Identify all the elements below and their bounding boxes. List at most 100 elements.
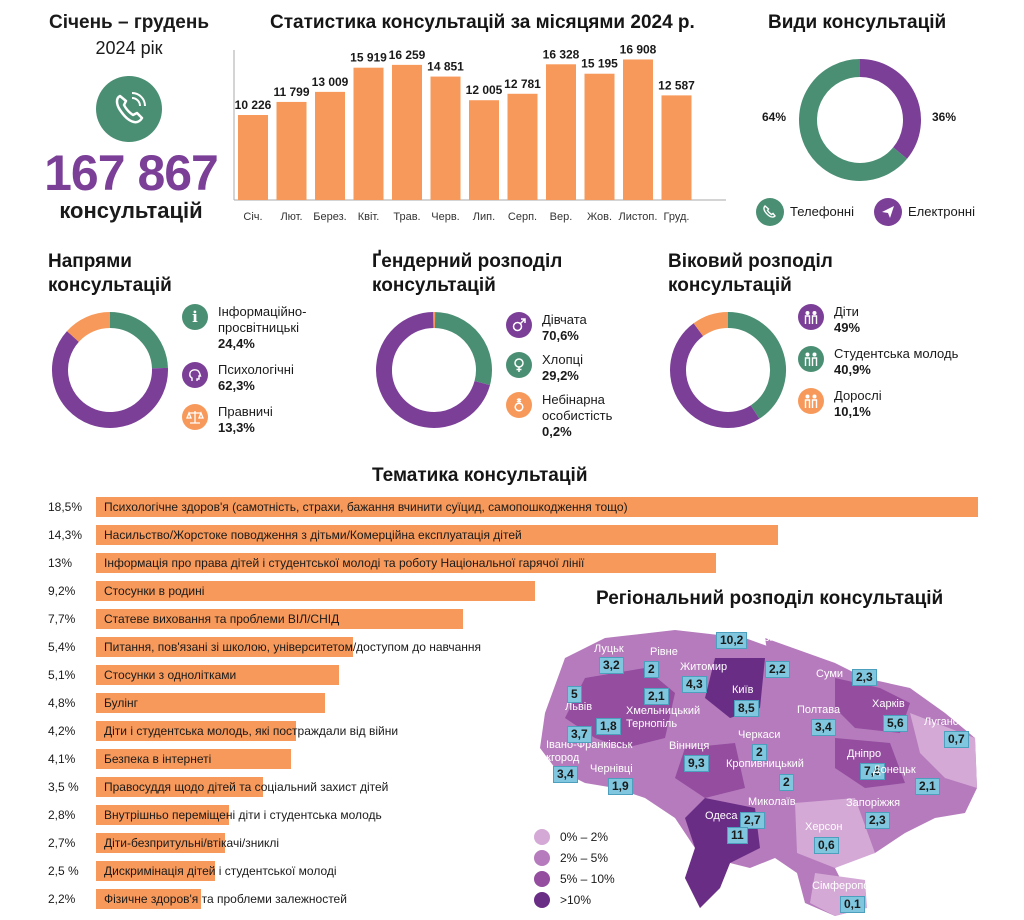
directions-title-line2: консультацій	[48, 275, 172, 296]
directions-legend: i Інформаційно- просвітницькі 24,4% Псих…	[182, 304, 352, 436]
monthly-category-label: Жов.	[587, 211, 612, 223]
topic-label: Стосунки в родині	[104, 584, 205, 598]
topic-percent: 2,2%	[48, 892, 76, 906]
topic-bar	[96, 581, 535, 601]
topic-label: Булінг	[104, 696, 139, 710]
monthly-value-label: 15 195	[581, 57, 618, 71]
topic-bar	[96, 693, 325, 713]
monthly-bar	[430, 76, 461, 200]
topic-bar	[96, 525, 778, 545]
monthly-category-label: Вер.	[550, 211, 573, 223]
topic-row: 18,5% Психологічне здоров'я (самотність, …	[0, 496, 1000, 518]
monthly-bar	[276, 101, 307, 200]
gender-legend-girls-text: Дівчата 70,6%	[542, 312, 587, 344]
topic-bar	[96, 609, 464, 629]
topic-bar	[96, 721, 297, 741]
monthly-value-label: 12 781	[504, 77, 541, 91]
types-slice	[799, 59, 907, 181]
monthly-category-label: Берез.	[313, 211, 346, 223]
types-donut-chart	[799, 59, 921, 181]
monthly-category-label: Серп.	[508, 211, 537, 223]
topic-label: Інформація про права дітей і студентсько…	[104, 556, 585, 570]
age-legend-students: Студентська молодь 40,9%	[798, 346, 998, 378]
age-slice	[693, 312, 729, 337]
topic-row: 4,8% Булінг	[0, 692, 1000, 714]
male-symbol-icon	[506, 312, 532, 338]
topic-row: 4,2% Діти і студентська молодь, які постр…	[0, 720, 1000, 742]
directions-legend-legal-value: 13,3%	[218, 420, 255, 435]
topic-label: Статеве виховання та проблеми ВІЛ/СНІД	[104, 612, 340, 626]
topic-label: Психологічне здоров'я (самотність, страх…	[104, 500, 628, 514]
topic-percent: 4,8%	[48, 696, 76, 710]
topic-percent: 4,2%	[48, 724, 76, 738]
topic-percent: 4,1%	[48, 752, 76, 766]
types-title: Види консультацій	[768, 12, 947, 33]
gender-legend-nonbinary-value: 0,2%	[542, 424, 572, 439]
topic-percent: 7,7%	[48, 612, 76, 626]
types-legend-phone-label: Телефонні	[790, 204, 854, 219]
types-legend-online-label: Електронні	[908, 204, 975, 219]
monthly-bar	[661, 95, 692, 200]
monthly-value-label: 11 799	[273, 85, 309, 99]
children-icon	[798, 304, 824, 330]
topics-title: Тематика консультацій	[372, 465, 588, 486]
topic-percent: 2,5 %	[48, 864, 79, 878]
directions-legend-psych: Психологічні 62,3%	[182, 362, 352, 394]
gender-legend-nonbinary-text: Небінарна особистість 0,2%	[542, 392, 612, 440]
period-title: Січень – грудень	[48, 12, 210, 33]
topic-row: 5,1% Стосунки з однолітками	[0, 664, 1000, 686]
monthly-bar-chart: 10 226 Січ. 11 799 Лют. 13 009 Берез. 15 919 Кв…	[233, 42, 726, 223]
topic-label: Діти-безпритульні/втікачі/зниклі	[104, 836, 280, 850]
directions-legend-legal-text: Правничі 13,3%	[218, 404, 273, 436]
monthly-category-label: Трав.	[393, 211, 420, 223]
monthly-category-label: Лют.	[280, 211, 302, 223]
topic-row: 4,1% Безпека в інтернеті	[0, 748, 1000, 770]
directions-legend-legal-label: Правничі	[218, 404, 273, 419]
monthly-bar	[623, 59, 653, 200]
monthly-value-label: 12 587	[658, 78, 695, 92]
gender-title-line1: Ґендерний розподіл	[372, 251, 563, 272]
topic-percent: 5,4%	[48, 640, 76, 654]
monthly-value-label: 16 908	[620, 42, 657, 56]
topic-percent: 3,5 %	[48, 780, 79, 794]
send-icon	[874, 198, 902, 226]
directions-title: Напрями консультацій	[48, 250, 172, 298]
map-legend-item: 2% – 5%	[534, 847, 654, 868]
phone-icon	[96, 76, 162, 142]
age-legend: Діти 49% Студентська молодь 40,9% Доросл…	[798, 304, 998, 420]
topic-row: 7,7% Статеве виховання та проблеми ВІЛ/СН…	[0, 608, 1000, 630]
map-legend-swatch	[534, 870, 550, 887]
age-slice	[727, 312, 786, 419]
phone-icon	[756, 198, 784, 226]
age-slice	[670, 323, 760, 428]
monthly-bar	[507, 93, 538, 200]
directions-slice	[52, 331, 168, 428]
monthly-value-label: 15 919	[350, 51, 387, 65]
topic-bar	[96, 889, 201, 909]
topic-row: 3,5 % Правосуддя щодо дітей та соціальний…	[0, 776, 1000, 798]
directions-legend-legal: Правничі 13,3%	[182, 404, 352, 436]
types-value-online: 36%	[932, 110, 957, 124]
topic-row: 14,3% Насильство/Жорстоке поводження з ді…	[0, 524, 1000, 546]
age-title-line1: Віковий розподіл	[668, 251, 833, 272]
topic-bar	[96, 833, 225, 853]
types-legend-phone: Телефонні	[756, 198, 854, 226]
topic-row: 2,2% Фізичне здоров'я та проблеми залежно…	[0, 888, 1000, 910]
topic-bar	[96, 777, 263, 797]
map-legend: 0% – 2% 2% – 5% 5% – 10% >10%	[534, 826, 654, 910]
directions-legend-info-text: Інформаційно- просвітницькі 24,4%	[218, 304, 306, 352]
directions-legend-info: i Інформаційно- просвітницькі 24,4%	[182, 304, 352, 352]
age-legend-adults-text: Дорослі 10,1%	[834, 388, 882, 420]
directions-legend-info-label1: Інформаційно-	[218, 304, 307, 319]
map-legend-label: >10%	[560, 892, 592, 907]
gender-donut-chart	[376, 312, 492, 428]
topic-percent: 2,7%	[48, 836, 76, 850]
topic-bar	[96, 637, 354, 657]
topic-percent: 14,3%	[48, 528, 83, 542]
monthly-bar	[315, 91, 345, 200]
topic-bar	[96, 553, 716, 573]
monthly-category-label: Черв.	[431, 211, 459, 223]
directions-slice	[109, 312, 168, 369]
gender-legend-boys-value: 29,2%	[542, 368, 579, 383]
age-legend-adults-value: 10,1%	[834, 404, 871, 419]
